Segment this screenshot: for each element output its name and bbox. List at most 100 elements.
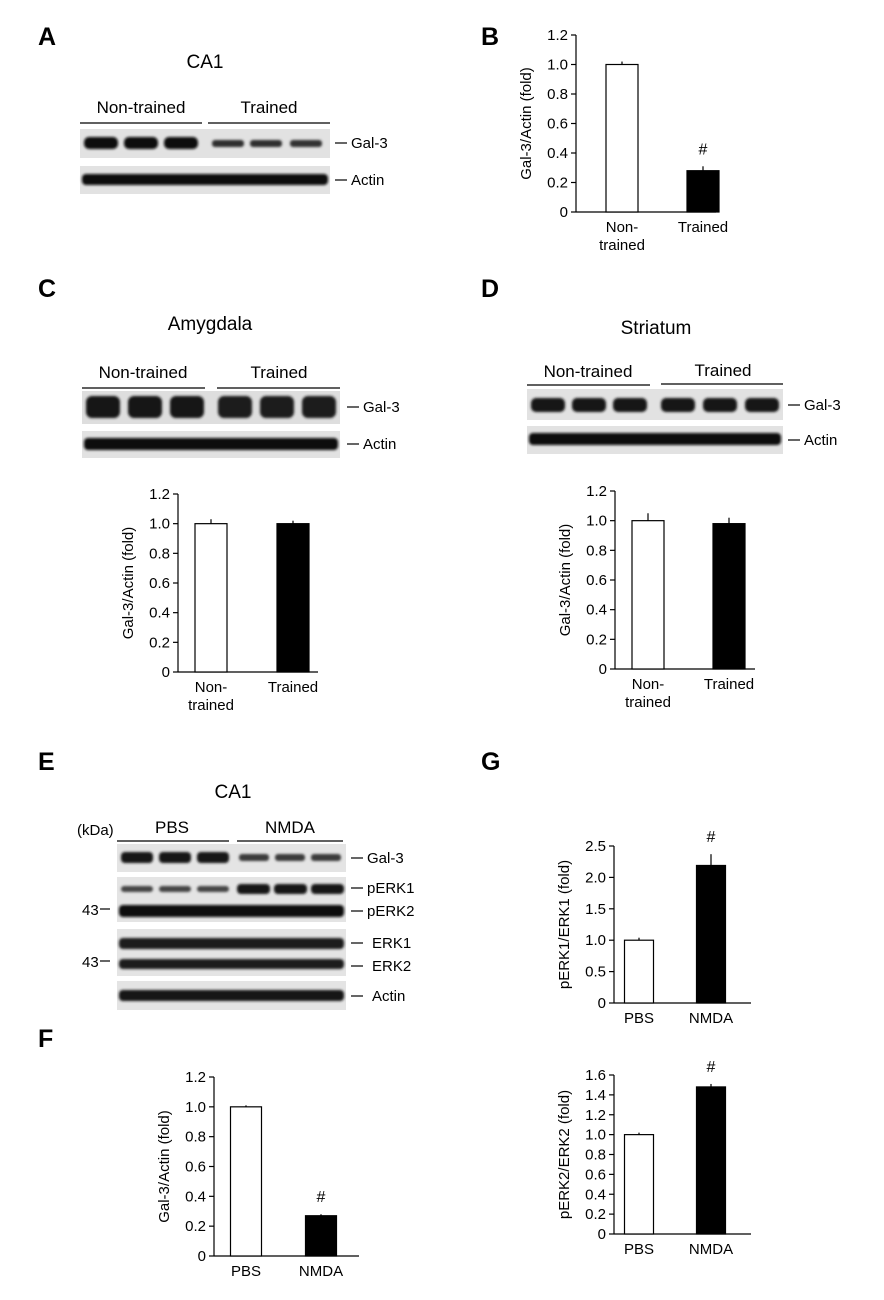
y-tick-label: 0.8 (585, 1147, 606, 1164)
chart-d: 0 0.2 0.4 0.6 0.8 1.0 1.2 Gal-3/Actin (fold) Non… (557, 483, 755, 711)
y-tick-label: 0.8 (586, 542, 607, 559)
blot-a: CA1 Non-trained Trained Gal-3 Actin (80, 52, 388, 194)
blot-band (311, 884, 344, 894)
chart-b: 0 0.2 0.4 0.6 0.8 1.0 1.2 Gal-3/Actin (fold) Non… (518, 27, 728, 254)
y-tick-label: 1.0 (585, 932, 606, 949)
blot-band (274, 884, 307, 894)
bar (695, 864, 727, 1004)
blot-band (84, 137, 118, 149)
y-axis-title: Gal-3/Actin (fold) (120, 527, 137, 640)
y-tick-label: 1.0 (185, 1099, 206, 1116)
blot-e-group-label: PBS (155, 818, 189, 837)
panel-letter-d: D (481, 275, 499, 303)
bar (712, 523, 746, 670)
blot-c-group-label: Trained (250, 363, 307, 382)
bar (695, 1086, 727, 1235)
band-label: Actin (351, 172, 384, 189)
x-category-label: NMDA (689, 1241, 733, 1258)
bar (194, 523, 228, 673)
blot-band (86, 396, 120, 418)
x-category-label-line: trained (188, 697, 234, 714)
blot-strip (82, 391, 340, 424)
y-tick-label: 0 (198, 1248, 206, 1265)
chart-c: 0 0.2 0.4 0.6 0.8 1.0 1.2 Gal-3/Actin (fold) Non… (120, 486, 318, 714)
band-label: Gal-3 (351, 135, 388, 152)
blot-band (529, 433, 781, 445)
y-tick-label: 0.6 (547, 116, 568, 133)
y-tick-label: 0.2 (586, 631, 607, 648)
significance-mark: # (699, 141, 708, 158)
blot-band (197, 852, 229, 863)
x-category-label: NMDA (299, 1263, 343, 1280)
blot-a-group-label: Trained (240, 98, 297, 117)
blot-c-title: Amygdala (168, 314, 253, 335)
blot-band (159, 886, 191, 892)
blot-band (613, 398, 647, 412)
blot-band (119, 990, 344, 1001)
y-tick-label: 1.4 (585, 1087, 606, 1104)
panel-letter-g: G (481, 748, 500, 776)
x-category-label: Non-trained (625, 676, 671, 711)
y-tick-label: 0.5 (585, 964, 606, 981)
y-tick-label: 0 (599, 661, 607, 678)
y-tick-label: 0.4 (586, 602, 607, 619)
band-label: Gal-3 (804, 397, 841, 414)
x-category-label: PBS (624, 1010, 654, 1027)
blot-d-group-label: Non-trained (544, 362, 633, 381)
chart-g-top: 0 0.5 1.0 1.5 2.0 2.5 pERK1/ERK1 (fold) PBS NMDA… (556, 829, 751, 1027)
blot-band (275, 854, 305, 861)
y-tick-label: 1.6 (585, 1067, 606, 1084)
x-category-label-line: Non- (632, 676, 665, 693)
band-label: pERK2 (367, 903, 415, 920)
blot-band (531, 398, 565, 412)
blot-band (121, 852, 153, 863)
y-tick-label: 0.4 (185, 1188, 206, 1205)
y-tick-label: 2.5 (585, 838, 606, 855)
x-category-label-line: Non- (195, 679, 228, 696)
x-category-label: PBS (231, 1263, 261, 1280)
blot-d-title: Striatum (621, 318, 692, 339)
bar (605, 63, 639, 213)
blot-band (119, 938, 344, 949)
band-label: Actin (363, 436, 396, 453)
y-tick-label: 0.8 (547, 86, 568, 103)
blot-strip (80, 129, 330, 158)
blot-a-group-label: Non-trained (97, 98, 186, 117)
y-tick-label: 1.2 (585, 1107, 606, 1124)
x-category-label: PBS (624, 1241, 654, 1258)
x-category-label-line: trained (599, 237, 645, 254)
x-category-label: Trained (678, 219, 728, 236)
blot-band (290, 140, 322, 147)
blot-band (119, 905, 344, 917)
panel-letter-f: F (38, 1025, 53, 1053)
significance-mark: # (707, 829, 716, 846)
y-tick-label: 0.4 (547, 145, 568, 162)
y-tick-label: 1.0 (547, 57, 568, 74)
x-category-label-line: trained (625, 694, 671, 711)
y-tick-label: 1.0 (149, 516, 170, 533)
y-tick-label: 0 (162, 664, 170, 681)
mw-marker-label: 43 (82, 954, 99, 971)
y-tick-label: 0.6 (185, 1159, 206, 1176)
y-tick-label: 0.6 (586, 572, 607, 589)
blot-band (121, 886, 153, 892)
blot-band (572, 398, 606, 412)
y-tick-label: 1.0 (586, 513, 607, 530)
blot-d-group-label: Trained (694, 361, 751, 380)
x-category-label: Non-trained (188, 679, 234, 714)
x-category-label: NMDA (689, 1010, 733, 1027)
panel-letter-b: B (481, 23, 499, 51)
blot-strip (527, 389, 783, 420)
y-tick-label: 1.2 (149, 486, 170, 503)
y-tick-label: 0.8 (149, 545, 170, 562)
bar (229, 1106, 263, 1257)
bar (631, 520, 665, 670)
band-label: ERK1 (372, 935, 411, 952)
blot-band (239, 854, 269, 861)
y-tick-label: 0.4 (585, 1186, 606, 1203)
mw-marker-label: 43 (82, 902, 99, 919)
blot-band (311, 854, 341, 861)
x-category-label-line: Non- (606, 219, 639, 236)
x-category-label: Trained (704, 676, 754, 693)
blot-band (661, 398, 695, 412)
